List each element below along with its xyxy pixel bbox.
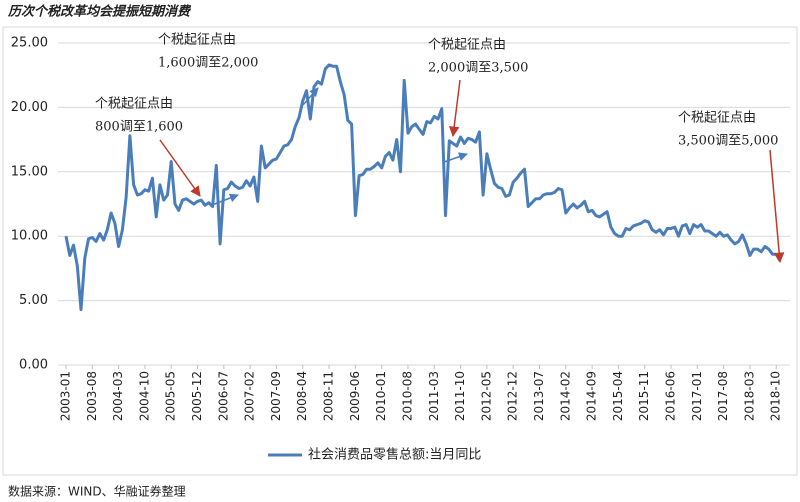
x-tick-label: 2004-10 <box>137 371 151 421</box>
y-tick-label: 15.00 <box>11 164 48 179</box>
x-tick-label: 2007-09 <box>269 371 283 421</box>
x-tick-label: 2018-03 <box>742 371 756 421</box>
x-tick-label: 2004-03 <box>111 371 125 421</box>
y-tick-label: 20.00 <box>11 100 48 115</box>
annotation-text: 个税起征点由 <box>428 38 506 53</box>
x-tick-label: 2005-12 <box>190 371 204 421</box>
x-tick-label: 2008-04 <box>295 371 309 421</box>
y-tick-label: 0.00 <box>19 358 48 373</box>
x-tick-label: 2014-02 <box>558 371 572 421</box>
x-tick-label: 2015-04 <box>611 371 625 421</box>
line-series <box>64 63 782 312</box>
chart-frame <box>2 26 798 476</box>
x-tick-label: 2013-07 <box>532 371 546 421</box>
x-tick-label: 2012-12 <box>506 371 520 421</box>
annotation-text: 个税起征点由 <box>158 33 236 48</box>
x-tick-label: 2017-01 <box>690 371 704 421</box>
annotation-arrow <box>448 79 461 138</box>
trend-arrow <box>302 87 319 106</box>
x-tick-label: 2014-09 <box>585 371 599 421</box>
annotation-text: 1,600调至2,000 <box>158 56 258 71</box>
annotation-arrow <box>159 139 201 197</box>
x-tick-label: 2005-05 <box>164 371 178 421</box>
source-note: 数据来源：WIND、华融证券整理 <box>8 484 186 499</box>
y-tick-label: 5.00 <box>19 293 48 308</box>
x-tick-label: 2003-01 <box>59 371 73 421</box>
annotation-text: 800调至1,600 <box>95 120 183 135</box>
x-tick-label: 2009-06 <box>348 371 362 421</box>
annotation-text: 个税起征点由 <box>95 97 173 112</box>
x-tick-label: 2008-11 <box>322 371 336 421</box>
x-tick-label: 2010-01 <box>374 371 388 421</box>
x-tick-label: 2010-08 <box>400 371 414 421</box>
x-tick-label: 2017-08 <box>716 371 730 421</box>
annotation-text: 3,500调至5,000 <box>678 134 778 149</box>
x-tick-label: 2012-05 <box>479 371 493 421</box>
chart-title: 历次个税改革均会提振短期消费 <box>7 4 192 20</box>
x-tick-label: 2016-06 <box>664 371 678 421</box>
x-tick-label: 2018-10 <box>769 371 783 421</box>
annotation-text: 个税起征点由 <box>678 111 756 126</box>
annotation-text: 2,000调至3,500 <box>428 61 528 76</box>
y-tick-label: 10.00 <box>11 229 48 244</box>
x-tick-label: 2007-02 <box>243 371 257 421</box>
x-tick-label: 2011-10 <box>453 371 467 421</box>
x-tick-label: 2011-03 <box>427 371 441 421</box>
x-tick-label: 2003-08 <box>85 371 99 421</box>
y-tick-label: 25.00 <box>11 36 48 51</box>
x-tick-label: 2015-11 <box>637 371 651 421</box>
legend-label: 社会消费品零售总额:当月同比 <box>308 447 481 463</box>
trend-arrow <box>443 152 468 163</box>
x-tick-label: 2006-07 <box>216 371 230 421</box>
trend-arrow <box>211 193 239 206</box>
annotation-arrow <box>769 149 785 264</box>
